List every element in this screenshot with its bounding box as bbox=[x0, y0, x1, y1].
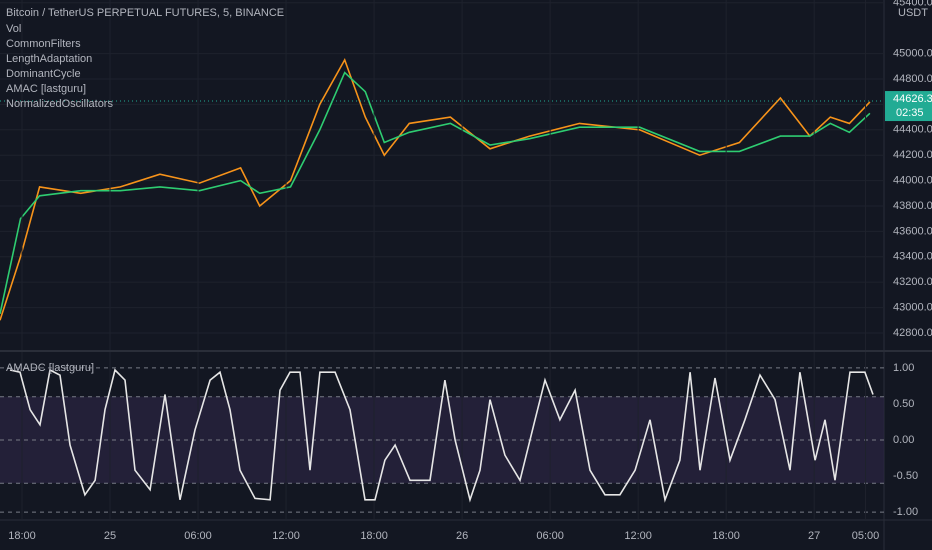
price-axis-label: 0.50 bbox=[893, 398, 914, 410]
indicator-line bbox=[9, 368, 874, 503]
price-axis-label: 44000.0 bbox=[893, 174, 932, 186]
time-axis-label: 18:00 bbox=[712, 530, 740, 542]
symbol-title: Bitcoin / TetherUS PERPETUAL FUTURES, 5,… bbox=[6, 7, 284, 19]
indicator-legend: AMAC [lastguru] bbox=[6, 83, 86, 95]
price-axis-label: 44400.0 bbox=[893, 124, 932, 136]
price-axis-label: 44200.0 bbox=[893, 149, 932, 161]
price-axis-label: 43400.0 bbox=[893, 251, 932, 263]
time-axis-label: 05:00 bbox=[852, 530, 880, 542]
indicator-legend: LengthAdaptation bbox=[6, 53, 92, 65]
time-axis-label: 26 bbox=[456, 530, 468, 542]
time-axis-label: 06:00 bbox=[184, 530, 212, 542]
price-tag-value: 44626.3 bbox=[893, 93, 932, 105]
time-axis-label: 12:00 bbox=[624, 530, 652, 542]
axis-unit: USDT bbox=[898, 7, 928, 19]
price-axis-label: 43000.0 bbox=[893, 301, 932, 313]
time-axis-label: 18:00 bbox=[360, 530, 388, 542]
indicator-line bbox=[0, 71, 871, 315]
price-axis-label: 1.00 bbox=[893, 362, 914, 374]
time-axis-label: 12:00 bbox=[272, 530, 300, 542]
plots bbox=[0, 0, 884, 520]
indicator-legend: CommonFilters bbox=[6, 38, 81, 50]
price-axis-label: 43600.0 bbox=[893, 225, 932, 237]
price-tag-countdown: 02:35 bbox=[896, 107, 924, 119]
time-axis-label: 18:00 bbox=[8, 530, 36, 542]
price-axis-label: 43800.0 bbox=[893, 200, 932, 212]
price-axis-label: 44800.0 bbox=[893, 73, 932, 85]
price-axis-label: 45400.0 bbox=[893, 0, 932, 9]
price-axis-label: 43200.0 bbox=[893, 276, 932, 288]
time-axis-label: 06:00 bbox=[536, 530, 564, 542]
price-axis-label: 0.00 bbox=[893, 434, 914, 446]
price-axis-label: 45000.0 bbox=[893, 47, 932, 59]
indicator-legend: Vol bbox=[6, 23, 21, 35]
price-axis-label: -1.00 bbox=[893, 506, 918, 518]
price-axis-label: 42800.0 bbox=[893, 327, 932, 339]
indicator-line bbox=[0, 57, 871, 321]
time-axis-label: 27 bbox=[808, 530, 820, 542]
indicator-legend: NormalizedOscillators bbox=[6, 98, 113, 110]
pane-title: AMADC [lastguru] bbox=[6, 362, 94, 374]
price-axis-label: -0.50 bbox=[893, 470, 918, 482]
indicator-legend: DominantCycle bbox=[6, 68, 81, 80]
time-axis-label: 25 bbox=[104, 530, 116, 542]
price-tag-box bbox=[885, 91, 932, 122]
